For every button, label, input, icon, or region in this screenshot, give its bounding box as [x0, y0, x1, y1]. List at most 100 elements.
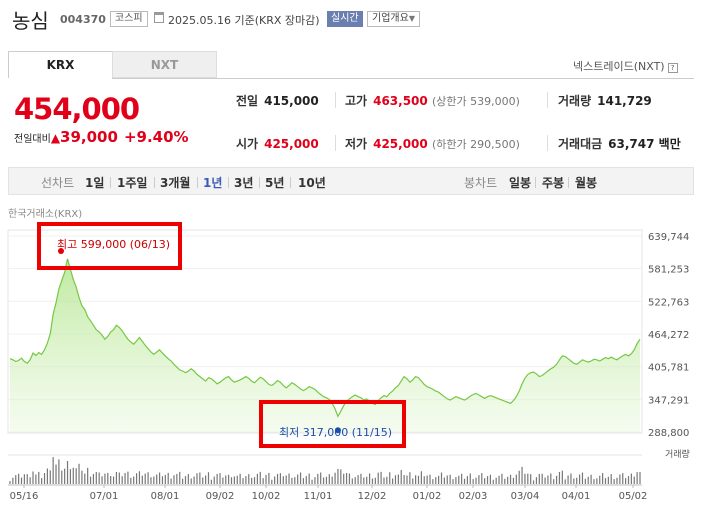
- volume-bar: [527, 473, 529, 484]
- help-icon[interactable]: ?: [667, 63, 678, 73]
- volume-bar: [23, 474, 25, 484]
- volume-bar: [305, 476, 307, 484]
- volume-bar: [325, 476, 328, 484]
- volume-bar: [610, 474, 612, 484]
- period-3m[interactable]: 3개월: [160, 176, 191, 190]
- x-tick-label: 12/02: [358, 491, 387, 502]
- volume-bar: [121, 476, 123, 484]
- quote-divider: [335, 92, 336, 108]
- volume-bar: [340, 469, 342, 484]
- y-tick-label: 581,253: [648, 265, 689, 276]
- period-1w[interactable]: 1주일: [117, 176, 148, 190]
- volume-bar: [343, 473, 345, 484]
- volume-bar: [555, 475, 558, 484]
- volume-bar: [262, 478, 264, 484]
- volume-bar: [107, 472, 109, 484]
- volume-bar: [43, 473, 46, 484]
- x-tick-label: 03/04: [511, 491, 540, 502]
- x-tick-label: 04/01: [562, 491, 591, 502]
- volume-bar: [89, 476, 92, 484]
- period-5y[interactable]: 5년: [265, 176, 285, 190]
- volume-bar: [225, 475, 227, 484]
- volume-bar: [133, 476, 135, 484]
- volume-bar: [484, 478, 486, 484]
- volume-bar: [627, 476, 630, 484]
- volume-bar: [363, 477, 365, 484]
- volume-bar: [213, 476, 215, 484]
- volume-bar: [389, 472, 391, 484]
- highlight-box-low: [259, 400, 406, 448]
- volume-bar: [599, 475, 601, 484]
- volume-bar: [285, 475, 287, 484]
- period-3y[interactable]: 3년: [234, 176, 254, 190]
- volume-bar: [469, 473, 471, 484]
- volume-bar: [564, 479, 566, 484]
- candle-weekly[interactable]: 주봉: [542, 176, 565, 190]
- tab-krx[interactable]: KRX: [8, 51, 113, 78]
- volume-bar: [625, 478, 627, 484]
- market-badge: 코스피: [110, 11, 148, 27]
- volume-bar: [596, 478, 598, 484]
- volume-bar: [271, 479, 273, 484]
- realtime-button[interactable]: 실시간: [327, 11, 363, 27]
- volume-bar: [498, 475, 500, 484]
- period-divider: [228, 177, 229, 188]
- candle-monthly[interactable]: 월봉: [575, 176, 598, 190]
- volume-bar: [20, 477, 23, 484]
- volume-bar: [486, 476, 489, 484]
- tab-divider: [112, 78, 694, 79]
- volume-bar: [553, 479, 555, 484]
- volume-bar: [115, 472, 118, 484]
- volume-bar: [403, 475, 405, 484]
- nextrade-link[interactable]: 넥스트레이드(NXT)?: [573, 58, 678, 74]
- volume-bar: [337, 468, 339, 484]
- price-change: 전일대비▲39,000 +9.40%: [14, 128, 189, 146]
- period-1d[interactable]: 1일: [85, 176, 105, 190]
- y-tick-label: 522,763: [648, 297, 689, 308]
- candle-daily[interactable]: 일봉: [509, 176, 532, 190]
- period-10y[interactable]: 10년: [298, 176, 326, 190]
- volume-bar: [417, 475, 420, 484]
- volume-bar: [167, 472, 169, 484]
- volume-bar: [161, 476, 164, 484]
- low-annotation: 최저 317,000 (11/15): [279, 426, 393, 439]
- company-info-button[interactable]: 기업개요▼: [367, 11, 420, 27]
- volume-bar: [570, 473, 572, 484]
- tab-nxt[interactable]: NXT: [112, 51, 217, 78]
- volume-bar: [495, 477, 497, 484]
- volume-bar: [164, 474, 166, 484]
- volume-bar: [9, 481, 11, 484]
- y-tick-label: 464,272: [648, 330, 689, 341]
- volume-bar: [268, 472, 270, 484]
- volume-bar: [233, 476, 235, 484]
- volume-bar: [345, 473, 348, 484]
- low-marker: [334, 427, 341, 434]
- volume-bar: [239, 473, 241, 484]
- upper-limit: (상한가 539,000): [431, 95, 520, 108]
- volume-bar: [630, 473, 632, 484]
- volume-bar: [84, 473, 86, 484]
- volume-bar: [95, 472, 97, 484]
- volume-bar: [438, 475, 440, 484]
- price-area: [10, 258, 640, 432]
- volume-bar: [26, 474, 28, 484]
- volume-bar: [607, 476, 609, 484]
- volume-bar: [141, 475, 143, 484]
- volume-bar: [544, 477, 546, 484]
- prev-label: 전일: [236, 94, 259, 108]
- price-chart[interactable]: 639,744 581,253 522,763 464,272 405,781 347,2…: [0, 222, 701, 509]
- volume-bar: [524, 473, 526, 484]
- volume-bar: [420, 471, 422, 484]
- volume-bar: [196, 473, 198, 484]
- exchange-tabs: KRX NXT: [8, 51, 217, 78]
- low-label: 저가: [345, 137, 368, 151]
- high-label: 고가: [345, 94, 368, 108]
- volume-bar: [138, 471, 141, 484]
- change-label: 전일대비: [14, 134, 51, 145]
- volume-bar: [532, 480, 535, 484]
- volume-bar: [541, 473, 543, 484]
- period-1y[interactable]: 1년: [203, 176, 223, 190]
- quote-low: 저가 425,000 (하한가 290,500): [345, 135, 520, 152]
- volume-bar: [265, 474, 267, 484]
- volume-bar: [587, 476, 589, 484]
